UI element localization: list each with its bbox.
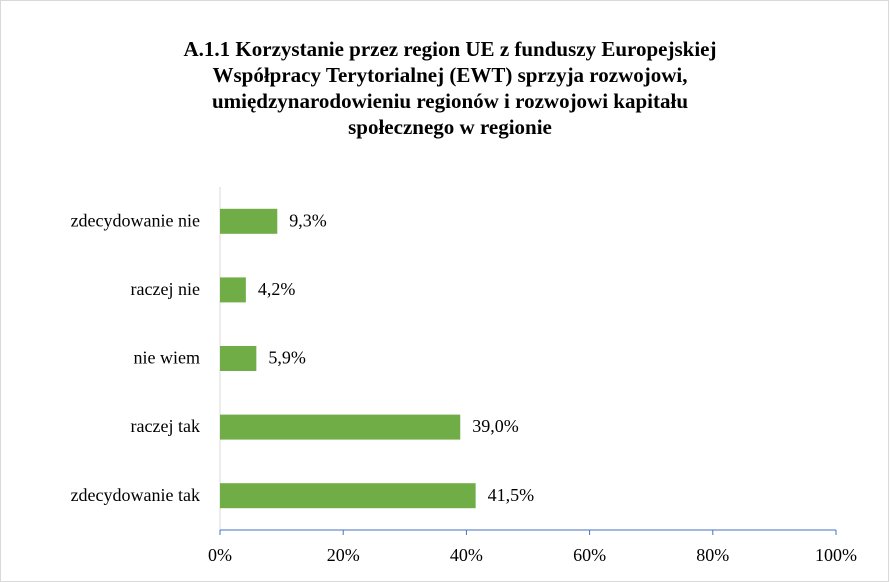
value-label: 41,5%	[488, 485, 535, 505]
value-label: 9,3%	[289, 210, 327, 230]
x-tick-label: 60%	[573, 545, 606, 565]
bar	[220, 483, 476, 509]
y-tick-label: zdecydowanie tak	[71, 485, 200, 505]
bar	[220, 277, 246, 303]
y-tick-label: raczej tak	[131, 416, 200, 436]
x-tick-label: 80%	[696, 545, 729, 565]
bar	[220, 208, 278, 234]
bar	[220, 346, 257, 371]
y-tick-label: nie wiem	[134, 348, 200, 368]
y-tick-label: raczej nie	[131, 279, 200, 299]
value-label: 39,0%	[472, 416, 519, 436]
x-tick-label: 40%	[450, 545, 483, 565]
chart-title: A.1.1 Korzystanie przez region UE z fund…	[183, 37, 717, 139]
bar	[220, 414, 461, 440]
x-tick-label: 100%	[815, 545, 857, 565]
x-tick-label: 0%	[208, 545, 232, 565]
value-label: 5,9%	[268, 348, 306, 368]
value-label: 4,2%	[258, 279, 296, 299]
x-tick-label: 20%	[327, 545, 360, 565]
y-tick-label: zdecydowanie nie	[71, 210, 200, 230]
